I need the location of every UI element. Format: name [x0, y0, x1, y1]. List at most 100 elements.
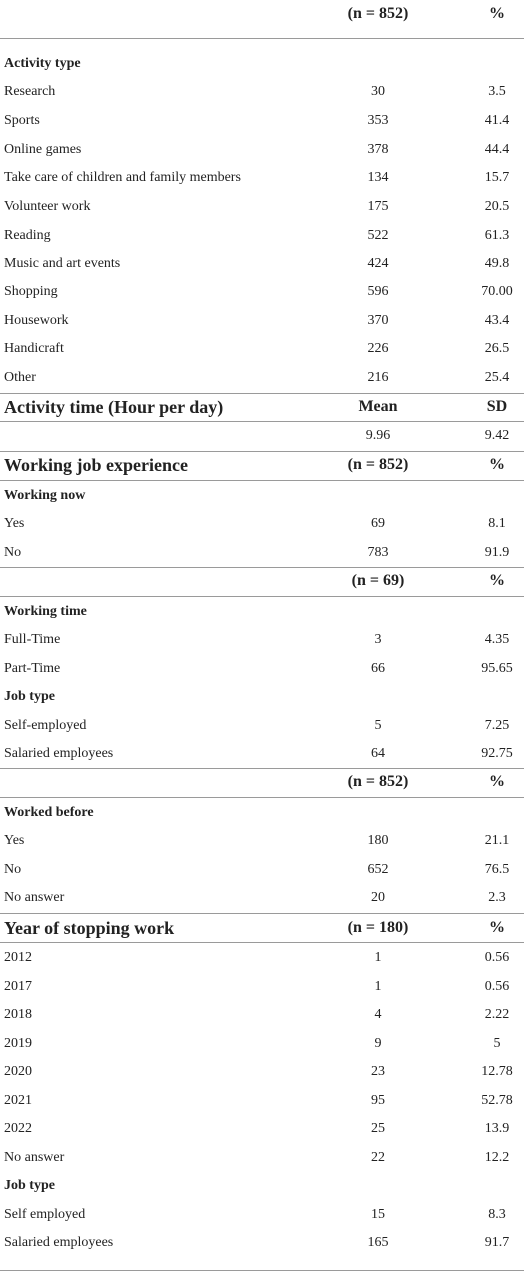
cell: 180	[367, 833, 389, 848]
cell: 2021	[4, 1093, 32, 1108]
cell: Sports	[4, 113, 40, 128]
cell: 91.9	[484, 545, 510, 560]
cell: 1	[374, 950, 382, 965]
cell: 652	[367, 862, 389, 877]
cell: 92.75	[481, 746, 513, 761]
rule	[0, 913, 524, 914]
cell: 4.35	[484, 632, 510, 647]
cell: 13.9	[484, 1121, 510, 1136]
cell: 30	[371, 84, 385, 99]
rule	[0, 393, 524, 394]
cell: 23	[371, 1064, 385, 1079]
header-cell: %	[489, 456, 505, 473]
rule	[0, 797, 524, 798]
header-cell: (n = 180)	[347, 919, 409, 936]
section-label: Job type	[4, 689, 55, 704]
cell: Other	[4, 370, 36, 385]
rule	[0, 768, 524, 769]
rule	[0, 38, 524, 39]
rule	[0, 942, 524, 943]
rule	[0, 480, 524, 481]
cell: 69	[371, 516, 385, 531]
section-label: Worked before	[4, 805, 94, 820]
cell: No	[4, 862, 22, 877]
cell: Reading	[4, 228, 51, 243]
section-label: Working now	[4, 488, 86, 503]
cell: 20	[371, 890, 385, 905]
section-label: Working time	[4, 604, 87, 619]
cell: 21.1	[484, 833, 510, 848]
cell: 95.65	[481, 661, 513, 676]
cell: Part-Time	[4, 661, 61, 676]
cell: Handicraft	[4, 341, 64, 356]
cell: Yes	[4, 516, 25, 531]
rule	[0, 567, 524, 568]
header-cell: Year of stopping work	[4, 918, 175, 938]
cell: Self-employed	[4, 718, 87, 733]
cell: 15.7	[484, 170, 510, 185]
cell: 9	[374, 1036, 382, 1051]
cell: Self employed	[4, 1207, 86, 1222]
cell: 2.22	[484, 1007, 510, 1022]
cell: 378	[367, 142, 389, 157]
header-cell: %	[489, 572, 505, 589]
cell: Salaried employees	[4, 1235, 114, 1250]
cell: 175	[367, 199, 389, 214]
header-cell: (n = 852)	[347, 456, 409, 473]
cell: 424	[367, 256, 389, 271]
cell: 7.25	[484, 718, 510, 733]
cell: Volunteer work	[4, 199, 91, 214]
cell: 1	[374, 979, 382, 994]
cell: 3	[374, 632, 382, 647]
cell: Full-Time	[4, 632, 61, 647]
header-cell: Working job experience	[4, 455, 188, 475]
cell: 9.42	[484, 428, 510, 443]
cell: 2018	[4, 1007, 32, 1022]
cell: 70.00	[481, 284, 513, 299]
cell: 5	[493, 1036, 501, 1051]
cell: 49.8	[484, 256, 510, 271]
cell: Yes	[4, 833, 25, 848]
cell: 165	[367, 1235, 389, 1250]
header-cell: Activity time (Hour per day)	[4, 397, 224, 417]
cell: 64	[371, 746, 385, 761]
cell: 44.4	[484, 142, 510, 157]
cell: 15	[371, 1207, 385, 1222]
header-cell: %	[489, 919, 505, 936]
cell: 3.5	[488, 84, 506, 99]
cell: 12.2	[484, 1150, 510, 1165]
cell: 216	[367, 370, 389, 385]
cell: 91.7	[484, 1235, 510, 1250]
cell: Salaried employees	[4, 746, 114, 761]
cell: 9.96	[365, 428, 391, 443]
header-cell: %	[489, 5, 505, 22]
header-cell: Mean	[358, 398, 398, 415]
cell: Online games	[4, 142, 82, 157]
rule	[0, 451, 524, 452]
cell: 2020	[4, 1064, 32, 1079]
cell: 0.56	[484, 950, 510, 965]
header-cell: (n = 852)	[347, 5, 409, 22]
cell: 26.5	[484, 341, 510, 356]
cell: 76.5	[484, 862, 510, 877]
section-label: Job type	[4, 1178, 55, 1193]
header-cell: SD	[486, 398, 508, 415]
cell: 20.5	[484, 199, 510, 214]
rule	[0, 596, 524, 597]
cell: 226	[367, 341, 389, 356]
cell: 25	[371, 1121, 385, 1136]
cell: 370	[367, 313, 389, 328]
cell: Research	[4, 84, 56, 99]
cell: 8.1	[488, 516, 506, 531]
cell: 0.56	[484, 979, 510, 994]
header-cell: (n = 69)	[351, 572, 405, 589]
cell: No answer	[4, 1150, 65, 1165]
header-cell: (n = 852)	[347, 773, 409, 790]
cell: 41.4	[484, 113, 510, 128]
cell: 4	[374, 1007, 382, 1022]
cell: 12.78	[481, 1064, 513, 1079]
cell: 353	[367, 113, 389, 128]
cell: 783	[367, 545, 389, 560]
cell: 522	[367, 228, 389, 243]
